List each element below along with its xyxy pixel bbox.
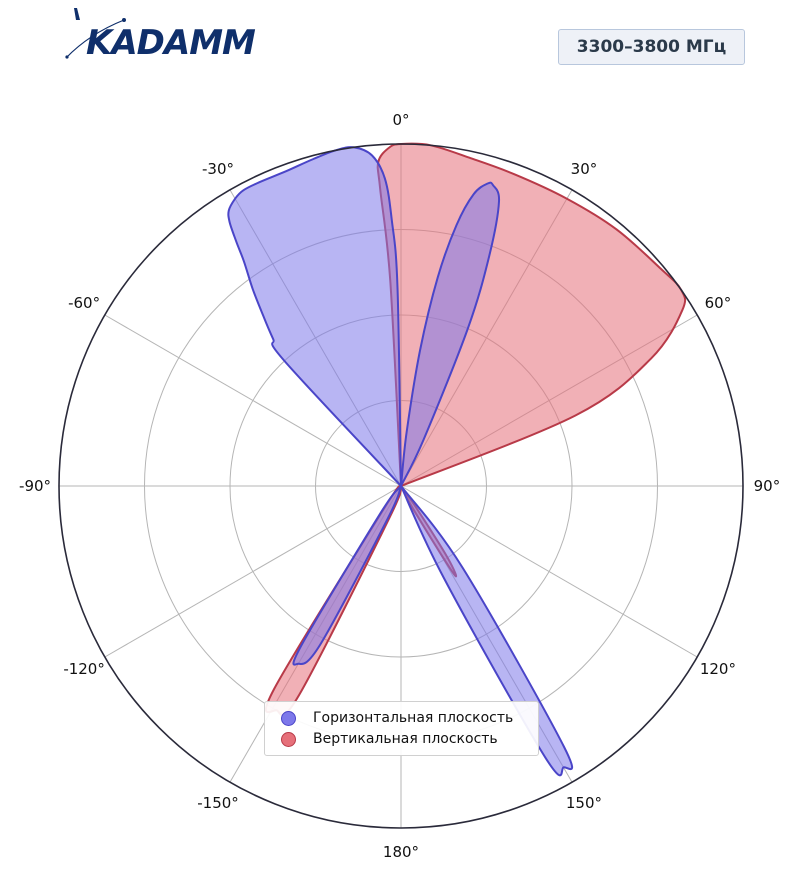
series-lobe-horizontal	[227, 146, 402, 487]
logo-mark-icon	[65, 8, 126, 59]
angle-tick-label: 30°	[571, 160, 598, 178]
angle-tick-label: -30°	[202, 160, 234, 178]
frequency-badge: 3300–3800 МГц	[558, 29, 745, 65]
angle-tick-label: 0°	[392, 111, 409, 129]
angular-gridline	[400, 485, 698, 658]
angle-tick-label: 60°	[705, 294, 732, 312]
legend-swatch-vertical	[281, 731, 296, 747]
kadamm-logo: KADAMM	[65, 8, 257, 62]
legend-label-horizontal: Горизонтальная плоскость	[313, 710, 514, 726]
angular-gridline	[104, 485, 402, 658]
chart-legend: Горизонтальная плоскость Вертикальная пл…	[264, 701, 539, 756]
legend-label-vertical: Вертикальная плоскость	[313, 731, 498, 747]
legend-swatch-horizontal	[281, 710, 296, 726]
polar-outer-ring	[58, 143, 744, 829]
angle-tick-label: -90°	[19, 477, 51, 495]
angle-tick-label: 90°	[754, 477, 781, 495]
logo-text: KADAMM	[86, 23, 256, 62]
angular-gridline	[104, 314, 402, 487]
angle-tick-label: -150°	[197, 794, 239, 812]
angle-tick-label: 180°	[383, 843, 419, 861]
angle-tick-label: 120°	[700, 660, 736, 678]
series-lobe-horizontal	[400, 181, 501, 487]
series-lobe-horizontal	[292, 485, 402, 666]
angle-tick-label: -120°	[63, 660, 105, 678]
angle-tick-labels: 0° 30° 60° 90° 120° 150° 180° -150° -120° -90° -60…	[19, 111, 780, 861]
legend-item-vertical: Вертикальная плоскость	[281, 729, 498, 749]
angle-tick-label: -60°	[68, 294, 100, 312]
angle-tick-label: 150°	[566, 794, 602, 812]
legend-item-horizontal: Горизонтальная плоскость	[281, 708, 513, 728]
series-layer	[227, 142, 687, 777]
